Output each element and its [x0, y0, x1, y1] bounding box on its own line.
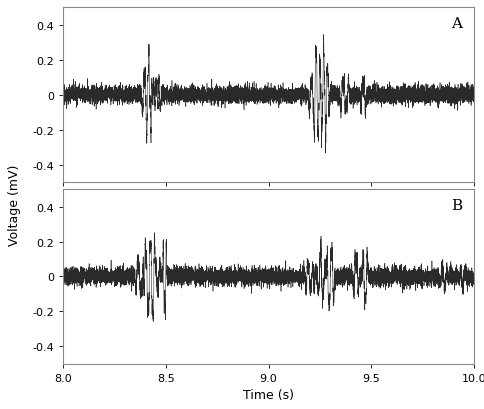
Text: A: A	[451, 17, 462, 31]
X-axis label: Time (s): Time (s)	[243, 389, 294, 402]
Text: B: B	[451, 198, 462, 212]
Text: Voltage (mV): Voltage (mV)	[8, 164, 21, 245]
